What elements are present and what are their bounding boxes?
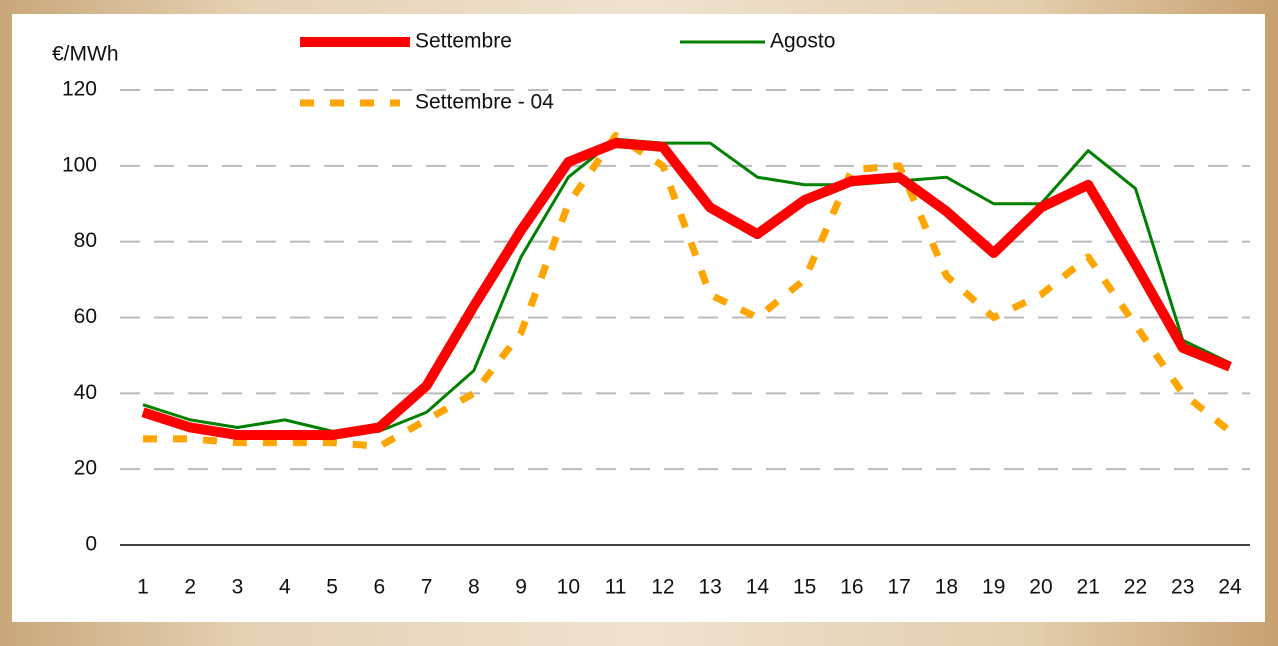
y-tick-label: 20 (74, 457, 97, 480)
y-axis-label: €/MWh (52, 43, 119, 66)
x-tick-label: 21 (1077, 576, 1100, 599)
x-tick-label: 17 (887, 576, 910, 599)
y-tick-label: 60 (74, 305, 97, 328)
y-tick-label: 80 (74, 229, 97, 252)
legend-label: Settembre - 04 (415, 91, 554, 114)
x-tick-label: 14 (746, 576, 770, 599)
x-tick-label: 3 (232, 576, 244, 599)
y-tick-label: 120 (62, 78, 97, 101)
x-tick-label: 13 (698, 576, 721, 599)
x-tick-label: 1 (137, 576, 149, 599)
x-tick-label: 11 (605, 576, 627, 599)
y-tick-label: 100 (62, 153, 97, 176)
x-tick-label: 8 (468, 576, 480, 599)
series-line (143, 132, 1233, 450)
legend-label: Settembre (415, 30, 512, 53)
x-tick-label: 22 (1124, 576, 1147, 599)
y-tick-label: 0 (85, 533, 97, 556)
y-tick-label: 40 (74, 381, 97, 404)
x-tick-label: 15 (793, 576, 816, 599)
x-tick-label: 18 (935, 576, 958, 599)
x-tick-label: 2 (184, 576, 196, 599)
x-tick-label: 4 (279, 576, 291, 599)
x-tick-label: 20 (1029, 576, 1052, 599)
x-tick-label: 7 (421, 576, 433, 599)
x-tick-label: 12 (651, 576, 674, 599)
x-tick-label: 9 (515, 576, 527, 599)
legend-label: Agosto (770, 30, 835, 53)
x-tick-label: 5 (326, 576, 338, 599)
x-tick-label: 24 (1218, 576, 1242, 599)
x-tick-label: 10 (557, 576, 580, 599)
x-tick-label: 23 (1171, 576, 1194, 599)
x-tick-label: 19 (982, 576, 1005, 599)
x-tick-label: 16 (840, 576, 863, 599)
series-line (141, 138, 1232, 441)
series-line (142, 137, 1231, 433)
x-tick-label: 6 (373, 576, 385, 599)
